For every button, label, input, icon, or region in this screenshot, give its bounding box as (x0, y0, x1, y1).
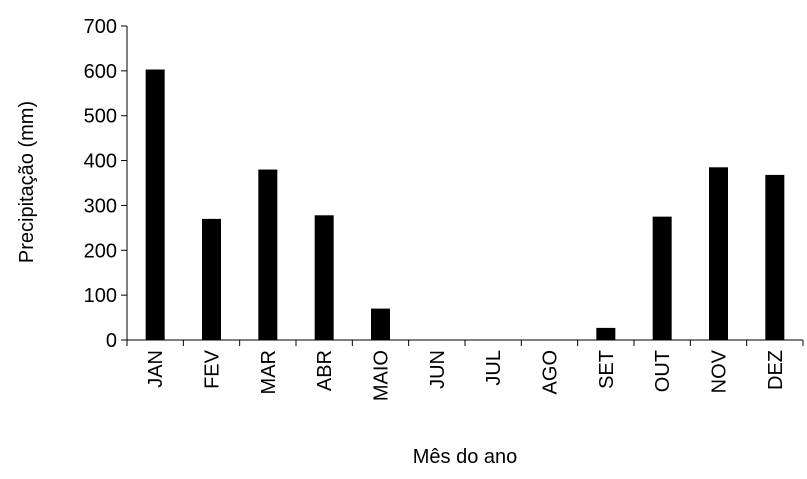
y-tick-label: 700 (84, 16, 117, 38)
bar-dez (765, 174, 785, 340)
x-tick-label-fev: FEV (202, 349, 224, 389)
plot-area: 0 100 200 300 400 500 600 700 JAN FEV MAR ABR MAIO JU… (84, 16, 804, 401)
bar-jan (145, 69, 165, 341)
y-tick-label: 400 (84, 151, 117, 173)
bar-maio (371, 308, 390, 340)
x-tick-label-out: OUT (652, 350, 674, 392)
y-tick-label: 300 (84, 195, 117, 217)
bar-abr (314, 215, 334, 340)
x-tick-label-maio: MAIO (371, 350, 393, 401)
x-tick-label-jun: JUN (427, 350, 449, 389)
y-tick-label: 600 (84, 61, 117, 83)
bar-nov (709, 167, 728, 340)
y-tick-label: 0 (106, 330, 117, 352)
y-tick-label: 100 (84, 285, 117, 307)
y-axis-title: Precipitação (mm) (16, 101, 38, 263)
x-tick-label-jul: JUL (483, 350, 505, 386)
x-tick-label-set: SET (596, 350, 618, 389)
x-tick-label-jan: JAN (145, 350, 167, 388)
x-tick-label-mar: MAR (258, 350, 280, 394)
x-tick-label-ago: AGO (540, 350, 562, 394)
x-tick-label-abr: ABR (314, 350, 336, 391)
x-axis-title: Mês do ano (413, 446, 518, 468)
bar-fev (202, 218, 221, 340)
x-tick-label-dez: DEZ (765, 350, 787, 390)
bar-out (652, 216, 672, 340)
y-tick-label: 200 (84, 240, 117, 262)
bar-mar (258, 169, 278, 340)
bar-set (596, 327, 616, 340)
y-tick-label: 500 (84, 106, 117, 128)
x-tick-label-nov: NOV (709, 349, 731, 393)
